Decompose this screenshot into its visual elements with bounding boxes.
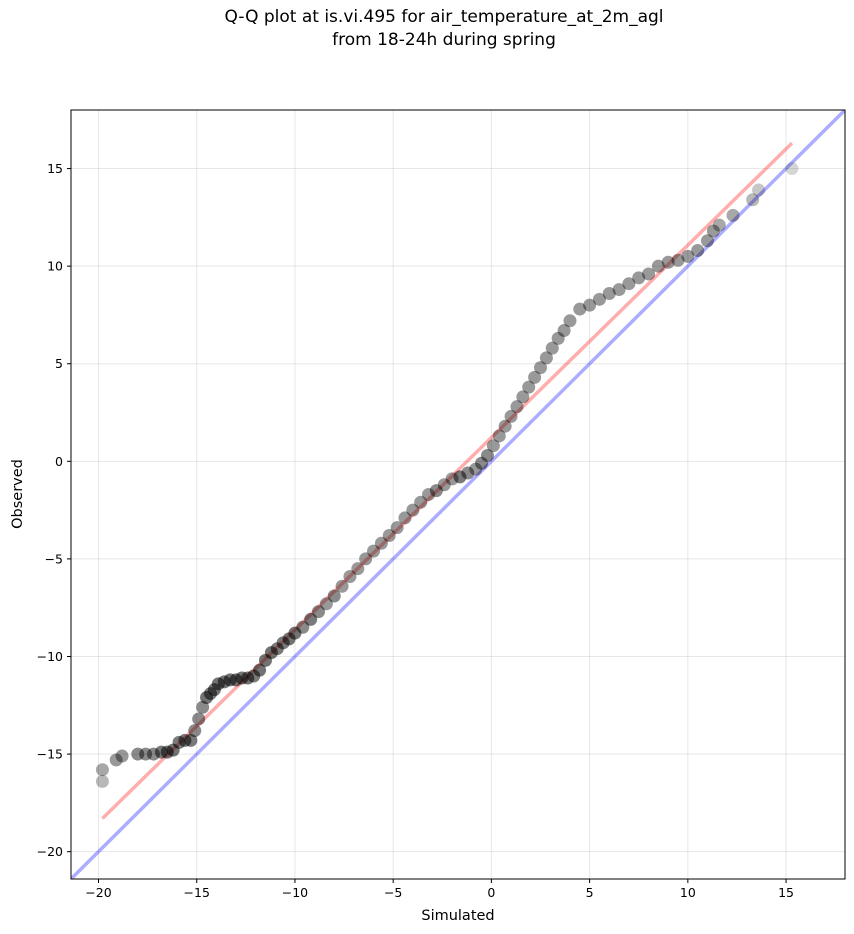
quantile-point [131,747,145,761]
quantile-point [188,724,202,738]
x-tick-label: 0 [487,885,495,900]
quantile-point [661,255,675,269]
quantile-point [671,253,685,267]
quantile-point [632,271,646,285]
x-tick-label: −10 [282,885,308,900]
quantile-point [288,626,302,640]
quantile-point [406,503,420,517]
quantile-point [304,612,318,626]
quantile-point [95,774,109,788]
quantile-point [551,331,565,345]
quantile-point [414,495,428,509]
quantile-point [335,579,349,593]
quantile-point [109,753,123,767]
quantile-point [726,208,740,222]
quantile-point [429,484,443,498]
quantile-point [184,733,198,747]
quantile-point [573,302,587,316]
quantile-point [785,162,799,176]
quantile-point [691,244,705,258]
quantile-point [139,747,153,761]
quantile-point [253,663,267,677]
quantile-point [622,277,636,291]
identity-line [71,110,845,879]
quantile-point [602,286,616,300]
reference-lines [71,110,845,879]
quantile-point [374,536,388,550]
quantile-point [359,552,373,566]
quantile-point [351,562,365,576]
quantile-point [534,361,548,375]
quantile-point [612,283,626,297]
quantile-point [453,470,467,484]
quantile-point [192,712,206,726]
y-tick-label: −5 [45,551,63,566]
quantile-point [522,380,536,394]
x-tick-label: −5 [384,885,402,900]
quantile-point [681,249,695,263]
quantile-point [398,511,412,525]
quantile-point [592,292,606,306]
grid [71,110,845,879]
quantile-point [700,234,714,248]
plot-frame [70,109,846,880]
fit-line [101,141,794,820]
quantile-point [196,700,210,714]
quantile-point [343,569,357,583]
quantile-point [510,400,524,414]
x-tick-label: 10 [680,885,696,900]
y-axis: −20 −15 −10 −5 0 5 10 15 [37,161,71,859]
quantile-point [367,544,381,558]
quantile-point [115,749,129,763]
quantile-point [712,218,726,232]
chart-title: Q-Q plot at is.vi.495 for air_temperatur… [0,6,854,52]
quantile-point [706,224,720,238]
quantile-point [498,419,512,433]
y-tick-label: 0 [55,454,63,469]
y-tick-label: −15 [37,747,63,762]
quantile-point [651,259,665,273]
quantile-point [746,193,760,207]
quantile-point [475,456,489,470]
quantile-point [557,324,571,338]
quantile-point [563,314,577,328]
quantile-point [95,763,109,777]
quantile-point [422,488,436,501]
quantile-point [382,528,396,542]
y-axis-label: Observed [10,459,26,529]
quantile-points [95,162,799,788]
quantile-point [327,589,341,603]
quantile-point [504,409,518,423]
quantile-point [480,448,494,462]
x-axis: −20 −15 −10 −5 0 5 10 15 [85,879,794,900]
quantile-point [469,462,483,476]
quantile-point [545,341,559,355]
quantile-point [539,351,553,365]
y-tick-label: 10 [47,259,63,274]
quantile-point [486,439,500,453]
quantile-point [516,390,530,404]
x-tick-label: −20 [85,885,111,900]
quantile-point [319,597,333,611]
quantile-point [461,466,475,480]
quantile-point [437,478,451,492]
quantile-point [583,298,597,312]
quantile-point [312,605,326,619]
y-tick-label: 15 [47,161,63,176]
quantile-point [642,267,656,281]
x-axis-label: Simulated [421,908,494,924]
y-tick-label: −20 [37,844,63,859]
quantile-point [528,370,542,384]
y-tick-label: 5 [55,356,63,371]
x-tick-label: 5 [586,885,594,900]
quantile-point [492,429,506,443]
quantile-point [752,183,766,197]
quantile-point [390,521,404,535]
chart-title-line-2: from 18-24h during spring [332,30,556,50]
x-tick-label: 15 [778,885,794,900]
y-tick-label: −10 [37,649,63,664]
chart-title-line-1: Q-Q plot at is.vi.495 for air_temperatur… [224,7,664,27]
x-tick-label: −15 [184,885,210,900]
